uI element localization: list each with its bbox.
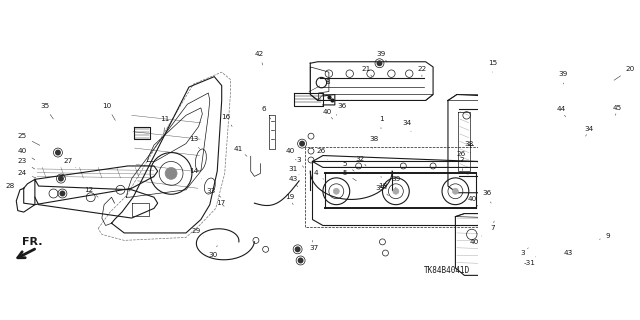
Text: 3: 3 <box>297 157 303 167</box>
Circle shape <box>58 176 64 181</box>
Text: 12: 12 <box>84 187 98 197</box>
Text: 40: 40 <box>18 148 35 160</box>
Text: 22: 22 <box>417 66 426 76</box>
Text: 43: 43 <box>564 250 573 256</box>
Text: 5: 5 <box>343 170 356 181</box>
Text: 33: 33 <box>207 188 221 197</box>
Text: 37: 37 <box>309 240 319 251</box>
Text: 38: 38 <box>464 140 474 153</box>
Text: 16: 16 <box>221 114 232 126</box>
Text: 30: 30 <box>209 245 218 258</box>
Text: 42: 42 <box>255 51 264 65</box>
Text: 5: 5 <box>343 161 354 171</box>
Text: 36: 36 <box>482 190 492 203</box>
Text: 34: 34 <box>403 120 412 132</box>
Circle shape <box>55 149 61 156</box>
Circle shape <box>376 60 383 66</box>
Text: 29: 29 <box>192 228 204 236</box>
Text: 45: 45 <box>613 105 622 115</box>
Circle shape <box>165 167 177 179</box>
Text: 14: 14 <box>189 168 202 179</box>
Text: 20: 20 <box>614 66 635 80</box>
Text: 41: 41 <box>234 146 247 156</box>
Text: 21: 21 <box>362 66 372 76</box>
Text: -31: -31 <box>524 257 536 266</box>
Text: 39: 39 <box>559 71 568 84</box>
Text: 1: 1 <box>379 116 383 129</box>
Text: 39: 39 <box>376 51 387 62</box>
Text: 39-: 39- <box>375 185 388 196</box>
Circle shape <box>494 83 500 89</box>
Circle shape <box>393 188 399 194</box>
Text: 23: 23 <box>18 158 35 169</box>
Text: 11: 11 <box>161 116 170 133</box>
Text: 26: 26 <box>457 151 466 162</box>
Text: 34: 34 <box>585 126 594 136</box>
Circle shape <box>294 246 301 252</box>
Text: 32: 32 <box>355 156 366 166</box>
Text: 18: 18 <box>378 176 387 189</box>
Text: 19: 19 <box>285 194 295 205</box>
Text: 10: 10 <box>102 103 115 120</box>
Circle shape <box>298 258 303 263</box>
Circle shape <box>60 190 65 196</box>
Text: 36: 36 <box>337 103 347 115</box>
Text: FR.: FR. <box>22 237 43 247</box>
Text: 35: 35 <box>40 103 53 119</box>
Text: 7: 7 <box>490 221 495 231</box>
Text: 4: 4 <box>313 170 324 179</box>
Text: 40: 40 <box>467 196 477 206</box>
Text: 43: 43 <box>289 176 298 187</box>
Text: TK84B4041D: TK84B4041D <box>424 266 470 276</box>
Text: 25: 25 <box>18 133 40 145</box>
Circle shape <box>333 188 339 194</box>
Text: 15: 15 <box>488 60 497 72</box>
Text: 39: 39 <box>391 176 401 188</box>
Text: 13: 13 <box>189 136 200 149</box>
Text: 38: 38 <box>369 136 378 148</box>
Text: 40: 40 <box>285 148 296 160</box>
Text: 28: 28 <box>6 183 22 190</box>
Text: 31: 31 <box>289 166 299 175</box>
Text: 44: 44 <box>556 106 566 117</box>
Text: 17: 17 <box>216 200 225 206</box>
Text: 8: 8 <box>309 79 330 92</box>
Circle shape <box>452 188 458 194</box>
Text: 40: 40 <box>469 236 481 245</box>
Text: 40: 40 <box>323 108 333 119</box>
Text: 6: 6 <box>261 106 271 119</box>
Text: 27: 27 <box>64 158 76 167</box>
Circle shape <box>299 141 305 147</box>
Text: 24: 24 <box>18 170 36 178</box>
Text: 2: 2 <box>459 157 463 171</box>
Circle shape <box>493 66 499 72</box>
Text: 9: 9 <box>600 233 611 239</box>
Text: 3: 3 <box>520 248 529 256</box>
Text: 26: 26 <box>317 148 327 159</box>
